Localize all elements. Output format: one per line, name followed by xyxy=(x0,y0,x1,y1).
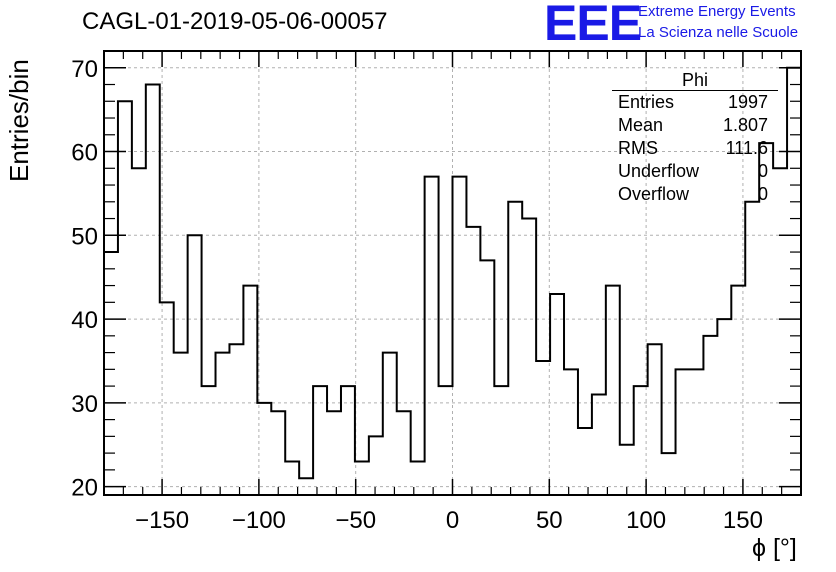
x-tick-label: −50 xyxy=(335,507,376,534)
stats-box: Phi Entries 1997 Mean 1.807 RMS 111.6 Un… xyxy=(612,70,778,206)
stats-value: 1997 xyxy=(727,92,768,112)
logo-line-1: Extreme Energy Events xyxy=(638,3,796,20)
x-tick-label: 100 xyxy=(626,507,666,534)
y-tick-label: 20 xyxy=(71,475,98,502)
y-tick-label: 40 xyxy=(71,307,98,334)
stats-row-entries: Entries 1997 xyxy=(612,91,778,114)
stats-value: 0 xyxy=(757,161,768,181)
x-tick-label: 0 xyxy=(446,507,459,534)
x-axis-label: ϕ [°] xyxy=(752,534,797,562)
logo-line-2: La Scienza nelle Scuole xyxy=(638,24,799,41)
stats-key: Mean xyxy=(618,115,664,135)
chart-title: CAGL-01-2019-05-06-00057 xyxy=(82,8,388,35)
stats-key: RMS xyxy=(618,138,658,158)
stats-row-overflow: Overflow 0 xyxy=(612,183,778,206)
axis-ticks xyxy=(104,50,801,495)
y-tick-label: 70 xyxy=(71,56,98,83)
x-tick-label: −150 xyxy=(135,507,189,534)
stats-key: Underflow xyxy=(618,161,700,181)
x-tick-label: 150 xyxy=(723,507,763,534)
stats-value: 1.807 xyxy=(722,115,768,135)
y-tick-label: 50 xyxy=(71,223,98,250)
y-tick-label: 60 xyxy=(71,140,98,167)
stats-value: 111.6 xyxy=(725,138,768,158)
stats-value: 0 xyxy=(757,184,768,204)
x-tick-label: −100 xyxy=(232,507,286,534)
stats-box-title: Phi xyxy=(612,70,778,91)
histogram-series-phi xyxy=(103,66,802,495)
eee-logo: EEE xyxy=(544,0,642,51)
y-tick-label: 30 xyxy=(71,391,98,418)
stats-key: Overflow xyxy=(618,184,690,204)
stats-row-underflow: Underflow 0 xyxy=(612,160,778,183)
stats-row-rms: RMS 111.6 xyxy=(612,137,778,160)
x-tick-label: 50 xyxy=(536,507,563,534)
y-axis-label: Entries/bin xyxy=(4,59,34,182)
stats-key: Entries xyxy=(618,92,675,112)
stats-row-mean: Mean 1.807 xyxy=(612,114,778,137)
tick-labels: −150 −100 −50 0 50 100 150 20 30 40 50 60 70 xyxy=(71,56,763,534)
